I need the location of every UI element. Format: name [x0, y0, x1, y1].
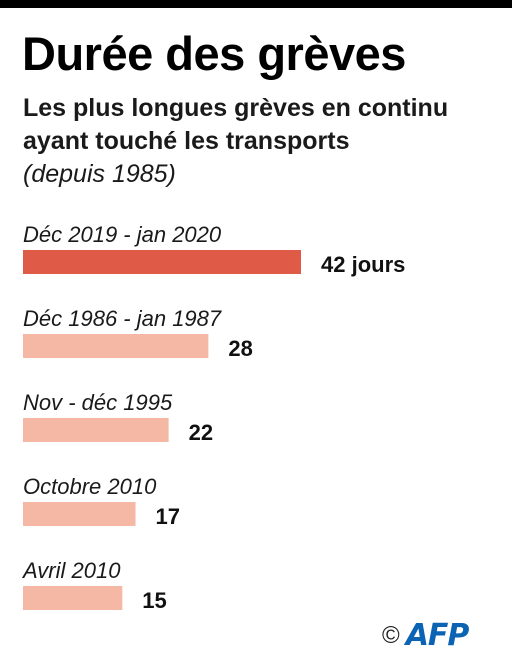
bar	[23, 250, 301, 274]
bar-value-label: 22	[189, 420, 213, 445]
afp-logo-icon: AFP	[405, 618, 470, 653]
bar-category-label: Nov - déc 1995	[23, 390, 173, 415]
chart-title: Durée des grèves	[22, 27, 406, 80]
credit: © AFP	[382, 618, 470, 653]
bar	[23, 502, 136, 526]
chart-subtitle: Les plus longues grèves en continu ayant…	[23, 94, 449, 155]
bar-value-label: 28	[228, 336, 252, 361]
bar-category-label: Avril 2010	[21, 558, 121, 583]
bar-category-label: Déc 1986 - jan 1987	[23, 306, 222, 331]
chart-since-note: (depuis 1985)	[23, 160, 176, 188]
bar-value-label: 42 jours	[321, 252, 405, 277]
bar-category-label: Déc 2019 - jan 2020	[23, 222, 222, 247]
bar	[23, 418, 169, 442]
bar-chart: Déc 2019 - jan 2020 42 jours Déc 1986 - ja…	[21, 222, 405, 610]
bar-value-label: 17	[156, 504, 180, 529]
top-bar	[0, 0, 512, 8]
bar-value-label: 15	[142, 588, 166, 610]
bar	[23, 586, 123, 610]
copyright-symbol: ©	[382, 621, 400, 649]
bar	[23, 334, 209, 358]
bar-category-label: Octobre 2010	[23, 474, 157, 499]
